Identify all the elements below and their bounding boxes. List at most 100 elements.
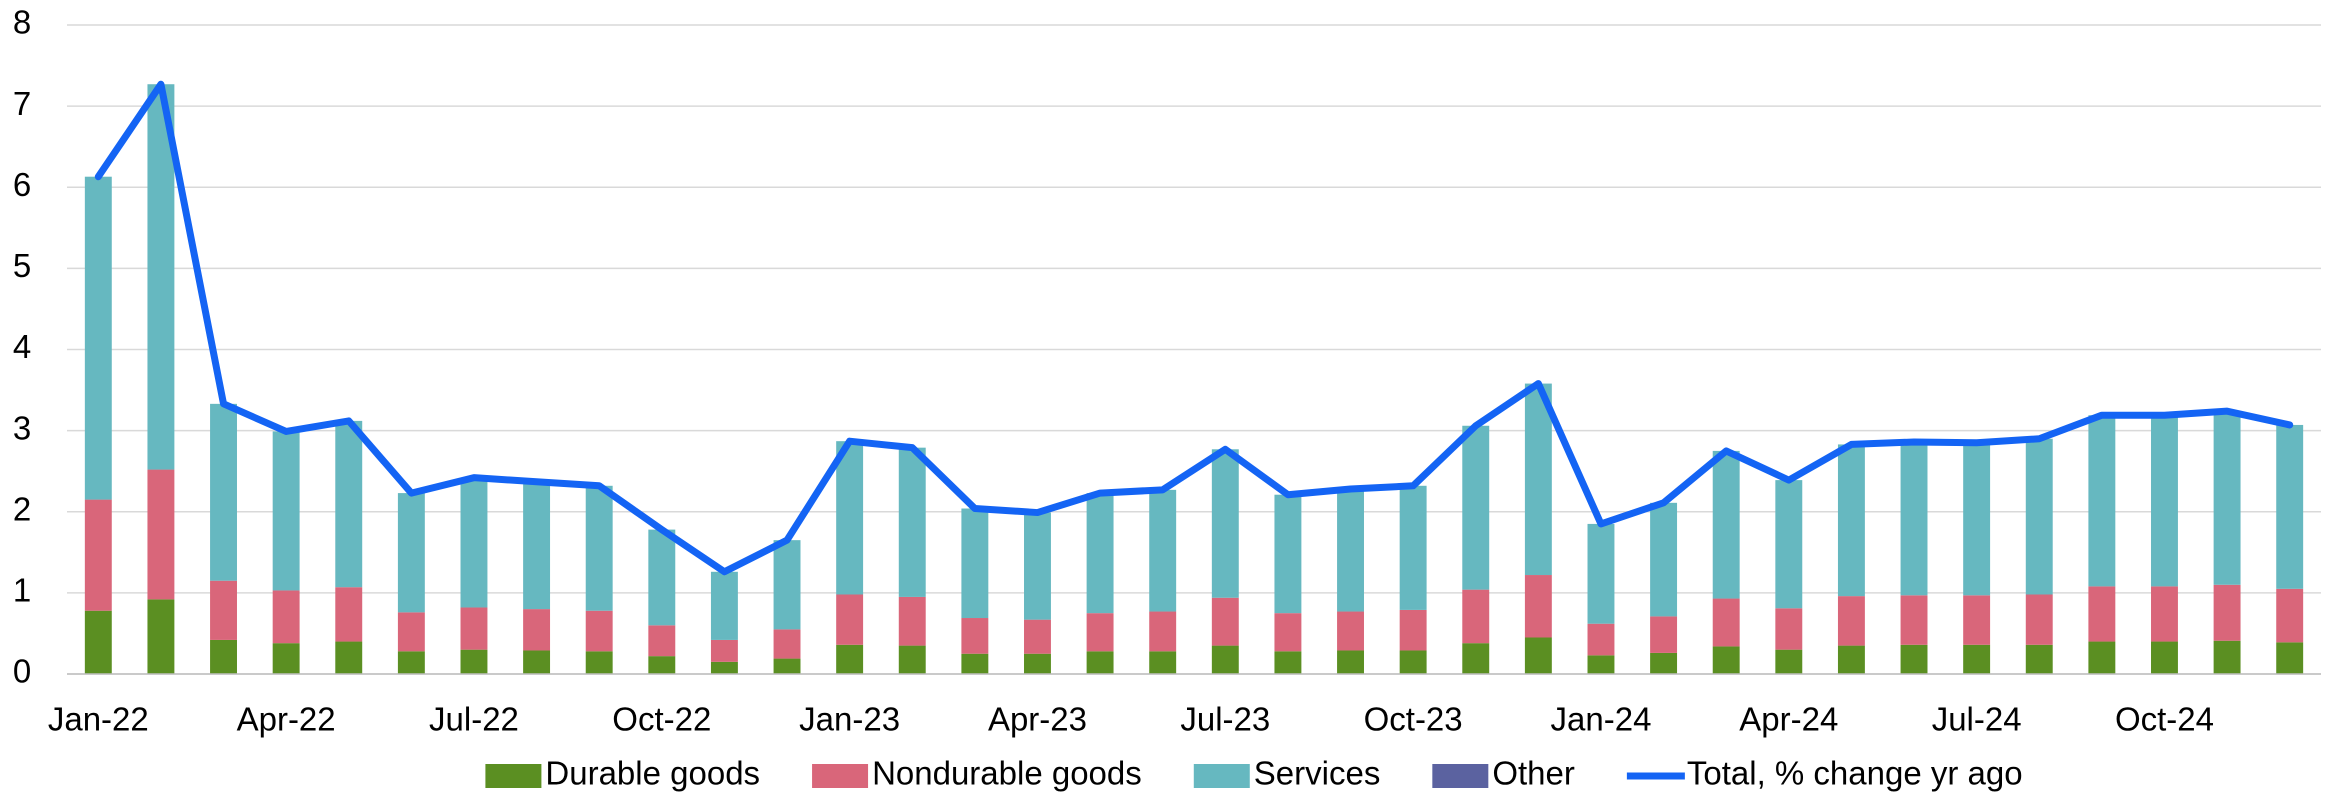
y-tick-label: 1: [13, 572, 31, 609]
bar-segment: [1149, 611, 1177, 652]
bar-segment: [2025, 594, 2053, 645]
legend-label: Other: [1492, 755, 1575, 792]
bar-segment: [1524, 637, 1552, 674]
bar-segment: [898, 596, 926, 646]
legend-swatch: [485, 764, 542, 788]
bar-segment: [773, 540, 801, 630]
bar-segment: [1086, 651, 1114, 674]
bar-segment: [1712, 646, 1740, 674]
bar-segment: [1963, 644, 1991, 674]
bar-segment: [210, 639, 237, 674]
bar-segment: [1024, 619, 1051, 654]
bar-segment: [1024, 512, 1051, 620]
legend-swatch: [1193, 764, 1250, 788]
bar-segment: [773, 658, 801, 674]
bar-segment: [1337, 650, 1364, 674]
bar-segment: [648, 656, 676, 674]
bar-segment: [710, 571, 738, 640]
legend-swatch: [812, 764, 869, 788]
bar-segment: [1900, 644, 1928, 674]
total-line: [94, 80, 2294, 576]
legend-label: Nondurable goods: [872, 755, 1142, 792]
bar-segment: [1900, 595, 1928, 645]
x-tick-label: Apr-22: [237, 701, 336, 738]
x-tick-label: Jan-24: [1551, 701, 1652, 738]
bar-segment: [2213, 411, 2241, 585]
bar-segment: [460, 477, 488, 608]
bar-segment: [523, 650, 551, 674]
y-tick-label: 6: [13, 166, 31, 203]
bar-segment: [1775, 608, 1803, 650]
bar-segment: [523, 481, 551, 610]
bar-segment: [961, 618, 989, 654]
y-tick-label: 7: [13, 85, 31, 122]
y-tick-label: 4: [13, 328, 31, 365]
bar-segment: [1587, 655, 1615, 674]
bar-segment: [1837, 444, 1865, 597]
bar-segment: [585, 485, 613, 611]
bar-segment: [1086, 613, 1114, 652]
bar-segment: [460, 607, 488, 650]
legend: Durable goods Nondurable goods Services Oth…: [485, 755, 2023, 792]
bar-segment: [1337, 611, 1364, 651]
bar-segment: [84, 176, 112, 500]
bar-segment: [961, 508, 989, 619]
bar-segment: [1775, 480, 1803, 609]
x-tick-label: Oct-24: [2115, 701, 2214, 738]
bar-segment: [585, 610, 613, 652]
bar-segment: [272, 431, 300, 591]
bar-segment: [585, 651, 613, 674]
bar-segment: [1211, 597, 1239, 646]
bar-segment: [84, 499, 112, 611]
bar-segment: [2213, 584, 2241, 641]
bar-segment: [2276, 588, 2304, 643]
bar-segment: [1837, 596, 1865, 646]
bar-segment: [147, 469, 175, 600]
bar-segment: [1024, 653, 1051, 674]
bar-segment: [1399, 609, 1427, 651]
bar-segment: [2088, 415, 2116, 587]
bar-segment: [1211, 645, 1239, 674]
x-tick-label: Jul-22: [429, 701, 519, 738]
bar-segment: [335, 420, 363, 588]
bar-segment: [1963, 442, 1991, 596]
bar-segment: [898, 645, 926, 674]
x-tick-label: Jan-22: [48, 701, 149, 738]
x-tick-label: Apr-24: [1739, 701, 1838, 738]
y-tick-label: 5: [13, 247, 31, 284]
y-tick-label: 8: [13, 4, 31, 41]
bar-segment: [147, 599, 175, 674]
bar-segment: [1086, 493, 1114, 614]
bar-segment: [1900, 441, 1928, 596]
legend-label: Durable goods: [545, 755, 760, 792]
bar-segment: [1274, 651, 1302, 674]
bar-segment: [961, 653, 989, 674]
bar-segment: [272, 643, 300, 674]
bar-segment: [710, 661, 738, 674]
bar-segment: [2088, 586, 2116, 642]
bar-segment: [2151, 641, 2178, 674]
bar-segment: [648, 625, 676, 657]
bar-segment: [2025, 438, 2053, 595]
x-tick-label: Oct-22: [612, 701, 711, 738]
bar-segment: [648, 529, 676, 626]
bar-segment: [1211, 449, 1239, 598]
bar-segment: [523, 609, 551, 651]
bar-segment: [210, 403, 237, 581]
x-tick-label: Jul-23: [1180, 701, 1270, 738]
bar-segment: [210, 580, 237, 640]
bar-segment: [1712, 598, 1740, 647]
bar-segment: [1837, 645, 1865, 674]
bar-segment: [2276, 424, 2304, 589]
bar-segment: [1524, 383, 1552, 576]
bar-segment: [2213, 640, 2241, 674]
bar-segment: [836, 441, 864, 595]
bar-segment: [1149, 489, 1177, 612]
bar-segment: [1274, 613, 1302, 652]
bar-segment: [710, 639, 738, 662]
legend-label: Total, % change yr ago: [1687, 755, 2023, 792]
bar-segment: [1524, 575, 1552, 638]
x-tick-label: Jul-24: [1932, 701, 2022, 738]
